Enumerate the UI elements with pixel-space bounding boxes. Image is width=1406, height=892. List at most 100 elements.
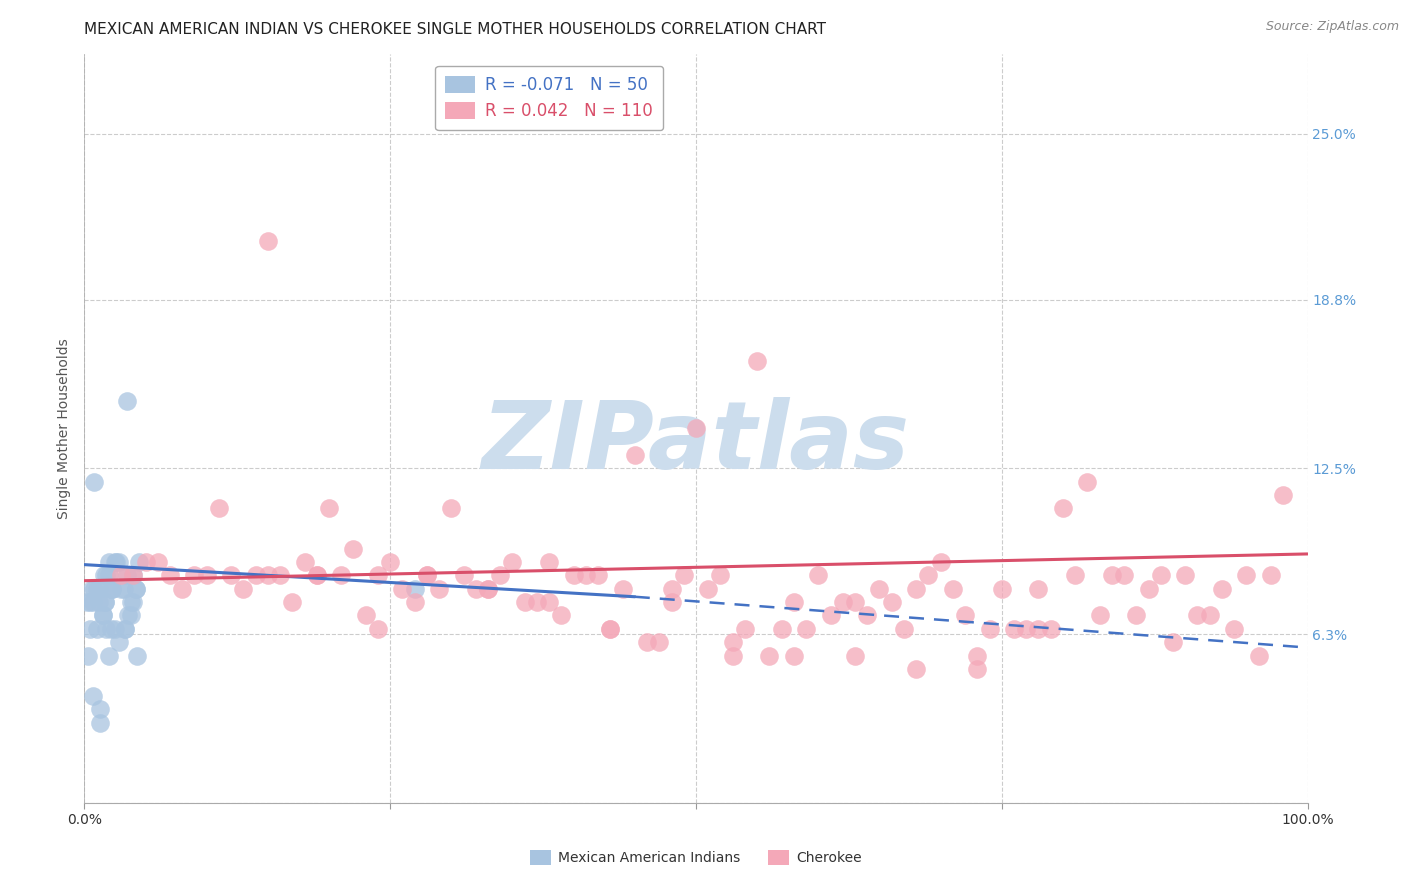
Point [1174,568,1197,582]
Point [661,582,683,596]
Point [100,622,122,636]
Point [135,555,157,569]
Point [453,568,475,582]
Point [97,568,120,582]
Point [96,568,118,582]
Point [269,568,291,582]
Point [107,635,129,649]
Point [747,354,769,368]
Point [991,582,1014,596]
Point [1272,488,1295,502]
Point [97,648,120,663]
Point [586,568,609,582]
Point [354,608,377,623]
Point [477,582,499,596]
Point [104,555,127,569]
Point [770,622,793,636]
Point [120,595,142,609]
Point [79,622,101,636]
Point [183,568,205,582]
Point [1137,582,1160,596]
Point [257,234,280,248]
Point [1114,568,1136,582]
Point [294,555,316,569]
Point [794,622,817,636]
Point [844,648,866,663]
Point [538,555,561,569]
Point [905,662,928,676]
Point [783,648,806,663]
Point [820,608,842,623]
Point [953,608,976,623]
Point [80,582,103,596]
Point [880,595,903,609]
Point [672,568,695,582]
Point [86,622,108,636]
Point [110,568,132,582]
Point [869,582,891,596]
Point [100,582,122,596]
Point [1002,622,1025,636]
Point [305,568,328,582]
Point [342,541,364,556]
Point [1211,582,1233,596]
Point [697,582,720,596]
Point [232,582,254,596]
Point [831,595,853,609]
Point [1150,568,1173,582]
Point [97,555,120,569]
Point [114,622,136,636]
Point [721,648,744,663]
Point [502,555,524,569]
Point [82,595,104,609]
Point [257,568,280,582]
Point [87,595,110,609]
Point [79,595,101,609]
Point [125,648,148,663]
Point [807,568,830,582]
Point [513,595,536,609]
Point [416,568,439,582]
Point [1015,622,1038,636]
Point [661,595,683,609]
Point [599,622,621,636]
Point [82,689,104,703]
Point [624,448,647,462]
Point [91,608,114,623]
Point [93,568,115,582]
Point [783,595,806,609]
Point [125,582,148,596]
Point [685,421,707,435]
Point [575,568,598,582]
Point [208,501,231,516]
Point [856,608,879,623]
Point [89,702,111,716]
Point [636,635,658,649]
Point [562,568,585,582]
Point [404,582,426,596]
Point [709,568,731,582]
Point [87,582,110,596]
Point [599,622,621,636]
Point [76,595,98,609]
Point [1161,635,1184,649]
Point [440,501,463,516]
Point [648,635,671,649]
Point [1247,648,1270,663]
Point [146,555,169,569]
Point [734,622,756,636]
Point [966,662,988,676]
Point [89,715,111,730]
Point [86,582,108,596]
Point [110,582,132,596]
Point [219,568,242,582]
Point [94,595,117,609]
Point [115,568,138,582]
Point [114,622,136,636]
Point [83,582,105,596]
Point [101,582,124,596]
Point [1052,501,1074,516]
Point [404,595,426,609]
Point [1039,622,1062,636]
Point [942,582,965,596]
